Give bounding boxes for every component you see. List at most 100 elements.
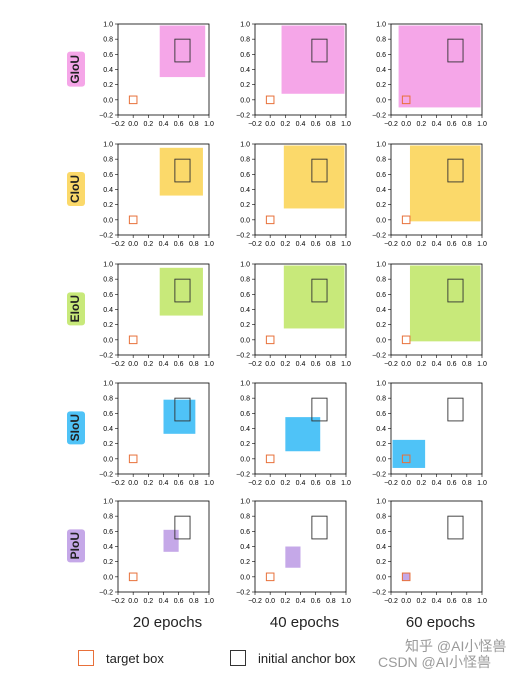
- x-tick-label: 0.8: [189, 480, 199, 487]
- y-tick-label: 0.4: [240, 187, 250, 194]
- y-tick-label: 0.2: [376, 441, 386, 448]
- y-tick-label: 0.2: [376, 202, 386, 209]
- x-tick-label: −0.2: [248, 121, 262, 128]
- column-label: 20 epochs: [132, 614, 203, 631]
- x-tick-label: 0.2: [143, 241, 153, 248]
- predicted-box: [159, 25, 206, 78]
- y-tick-label: 1.0: [376, 499, 386, 506]
- x-tick-label: 0.8: [462, 361, 472, 368]
- x-tick-label: 0.8: [326, 480, 336, 487]
- predicted-box: [163, 529, 179, 552]
- y-tick-label: 0.0: [103, 574, 113, 581]
- y-tick-label: −0.2: [236, 233, 250, 240]
- y-tick-label: 0.6: [376, 52, 386, 59]
- target-box: [401, 215, 411, 225]
- y-tick-label: 0.8: [240, 157, 250, 164]
- y-tick-label: 1.0: [240, 142, 250, 149]
- y-tick-label: 0.6: [240, 411, 250, 418]
- y-tick-label: 0.0: [103, 337, 113, 344]
- x-tick-label: 0.0: [401, 361, 411, 368]
- y-tick-label: 0.6: [376, 292, 386, 299]
- x-tick-label: 0.8: [189, 241, 199, 248]
- x-tick-label: 0.2: [416, 480, 426, 487]
- y-tick-label: 0.6: [103, 529, 113, 536]
- x-tick-label: 0.4: [159, 361, 169, 368]
- x-tick-label: 0.8: [189, 121, 199, 128]
- predicted-box: [281, 25, 345, 94]
- x-tick-label: −0.2: [111, 598, 125, 605]
- x-tick-label: 0.8: [462, 241, 472, 248]
- predicted-box: [159, 147, 203, 196]
- y-tick-label: 0.0: [103, 217, 113, 224]
- target-box: [401, 95, 411, 105]
- x-tick-label: −0.2: [248, 598, 262, 605]
- y-tick-label: 1.0: [103, 499, 113, 506]
- y-tick-label: 1.0: [240, 22, 250, 29]
- y-tick-label: 0.2: [103, 202, 113, 209]
- x-tick-label: 0.2: [143, 480, 153, 487]
- x-tick-label: 1.0: [341, 598, 351, 605]
- x-tick-label: 1.0: [341, 121, 351, 128]
- x-tick-label: 0.8: [462, 121, 472, 128]
- x-tick-label: 0.0: [128, 361, 138, 368]
- x-tick-label: 0.0: [128, 121, 138, 128]
- x-tick-label: −0.2: [248, 241, 262, 248]
- y-tick-label: 0.4: [240, 426, 250, 433]
- x-tick-label: 0.4: [432, 361, 442, 368]
- legend-target-label: target box: [106, 651, 164, 666]
- x-tick-label: 1.0: [477, 121, 487, 128]
- y-tick-label: −0.2: [99, 113, 113, 120]
- x-tick-label: 1.0: [477, 241, 487, 248]
- y-tick-label: −0.2: [236, 353, 250, 360]
- target-box: [265, 335, 275, 345]
- predicted-box: [283, 265, 345, 329]
- target-box: [128, 335, 138, 345]
- y-tick-label: 0.4: [376, 187, 386, 194]
- x-tick-label: 0.4: [432, 598, 442, 605]
- x-tick-label: 0.0: [128, 480, 138, 487]
- y-tick-label: 0.6: [376, 411, 386, 418]
- x-tick-label: 0.0: [128, 241, 138, 248]
- anchor-box: [447, 38, 464, 63]
- predicted-box: [398, 25, 481, 108]
- x-tick-label: 0.6: [447, 598, 457, 605]
- y-tick-label: −0.2: [236, 113, 250, 120]
- x-tick-label: 0.2: [280, 598, 290, 605]
- y-tick-label: 1.0: [103, 381, 113, 388]
- y-tick-label: −0.2: [236, 590, 250, 597]
- x-tick-label: 0.8: [189, 361, 199, 368]
- y-tick-label: 0.4: [240, 544, 250, 551]
- y-tick-label: −0.2: [99, 353, 113, 360]
- y-tick-label: 0.2: [376, 322, 386, 329]
- y-tick-label: 1.0: [376, 142, 386, 149]
- anchor-box: [174, 278, 191, 303]
- y-tick-label: 0.4: [240, 67, 250, 74]
- x-tick-label: 0.2: [416, 121, 426, 128]
- anchor-box: [447, 158, 464, 183]
- anchor-box: [311, 38, 328, 63]
- column-label: 60 epochs: [405, 614, 476, 631]
- x-tick-label: 0.6: [311, 121, 321, 128]
- x-tick-label: −0.2: [111, 361, 125, 368]
- x-tick-label: 1.0: [477, 361, 487, 368]
- x-tick-label: −0.2: [384, 598, 398, 605]
- y-tick-label: −0.2: [236, 472, 250, 479]
- y-tick-label: 0.8: [240, 277, 250, 284]
- x-tick-label: −0.2: [384, 361, 398, 368]
- target-box: [265, 95, 275, 105]
- y-tick-label: 0.4: [240, 307, 250, 314]
- x-tick-label: 0.2: [280, 241, 290, 248]
- x-tick-label: 0.4: [159, 480, 169, 487]
- y-tick-label: 0.0: [240, 337, 250, 344]
- target-box: [128, 454, 138, 464]
- y-tick-label: −0.2: [99, 590, 113, 597]
- x-tick-label: 0.6: [311, 480, 321, 487]
- y-tick-label: 0.6: [240, 529, 250, 536]
- y-tick-label: 0.4: [103, 187, 113, 194]
- y-tick-label: −0.2: [372, 472, 386, 479]
- x-tick-label: 1.0: [341, 241, 351, 248]
- x-tick-label: 0.8: [326, 598, 336, 605]
- x-tick-label: 0.0: [265, 598, 275, 605]
- y-tick-label: 1.0: [240, 499, 250, 506]
- y-tick-label: 0.8: [240, 514, 250, 521]
